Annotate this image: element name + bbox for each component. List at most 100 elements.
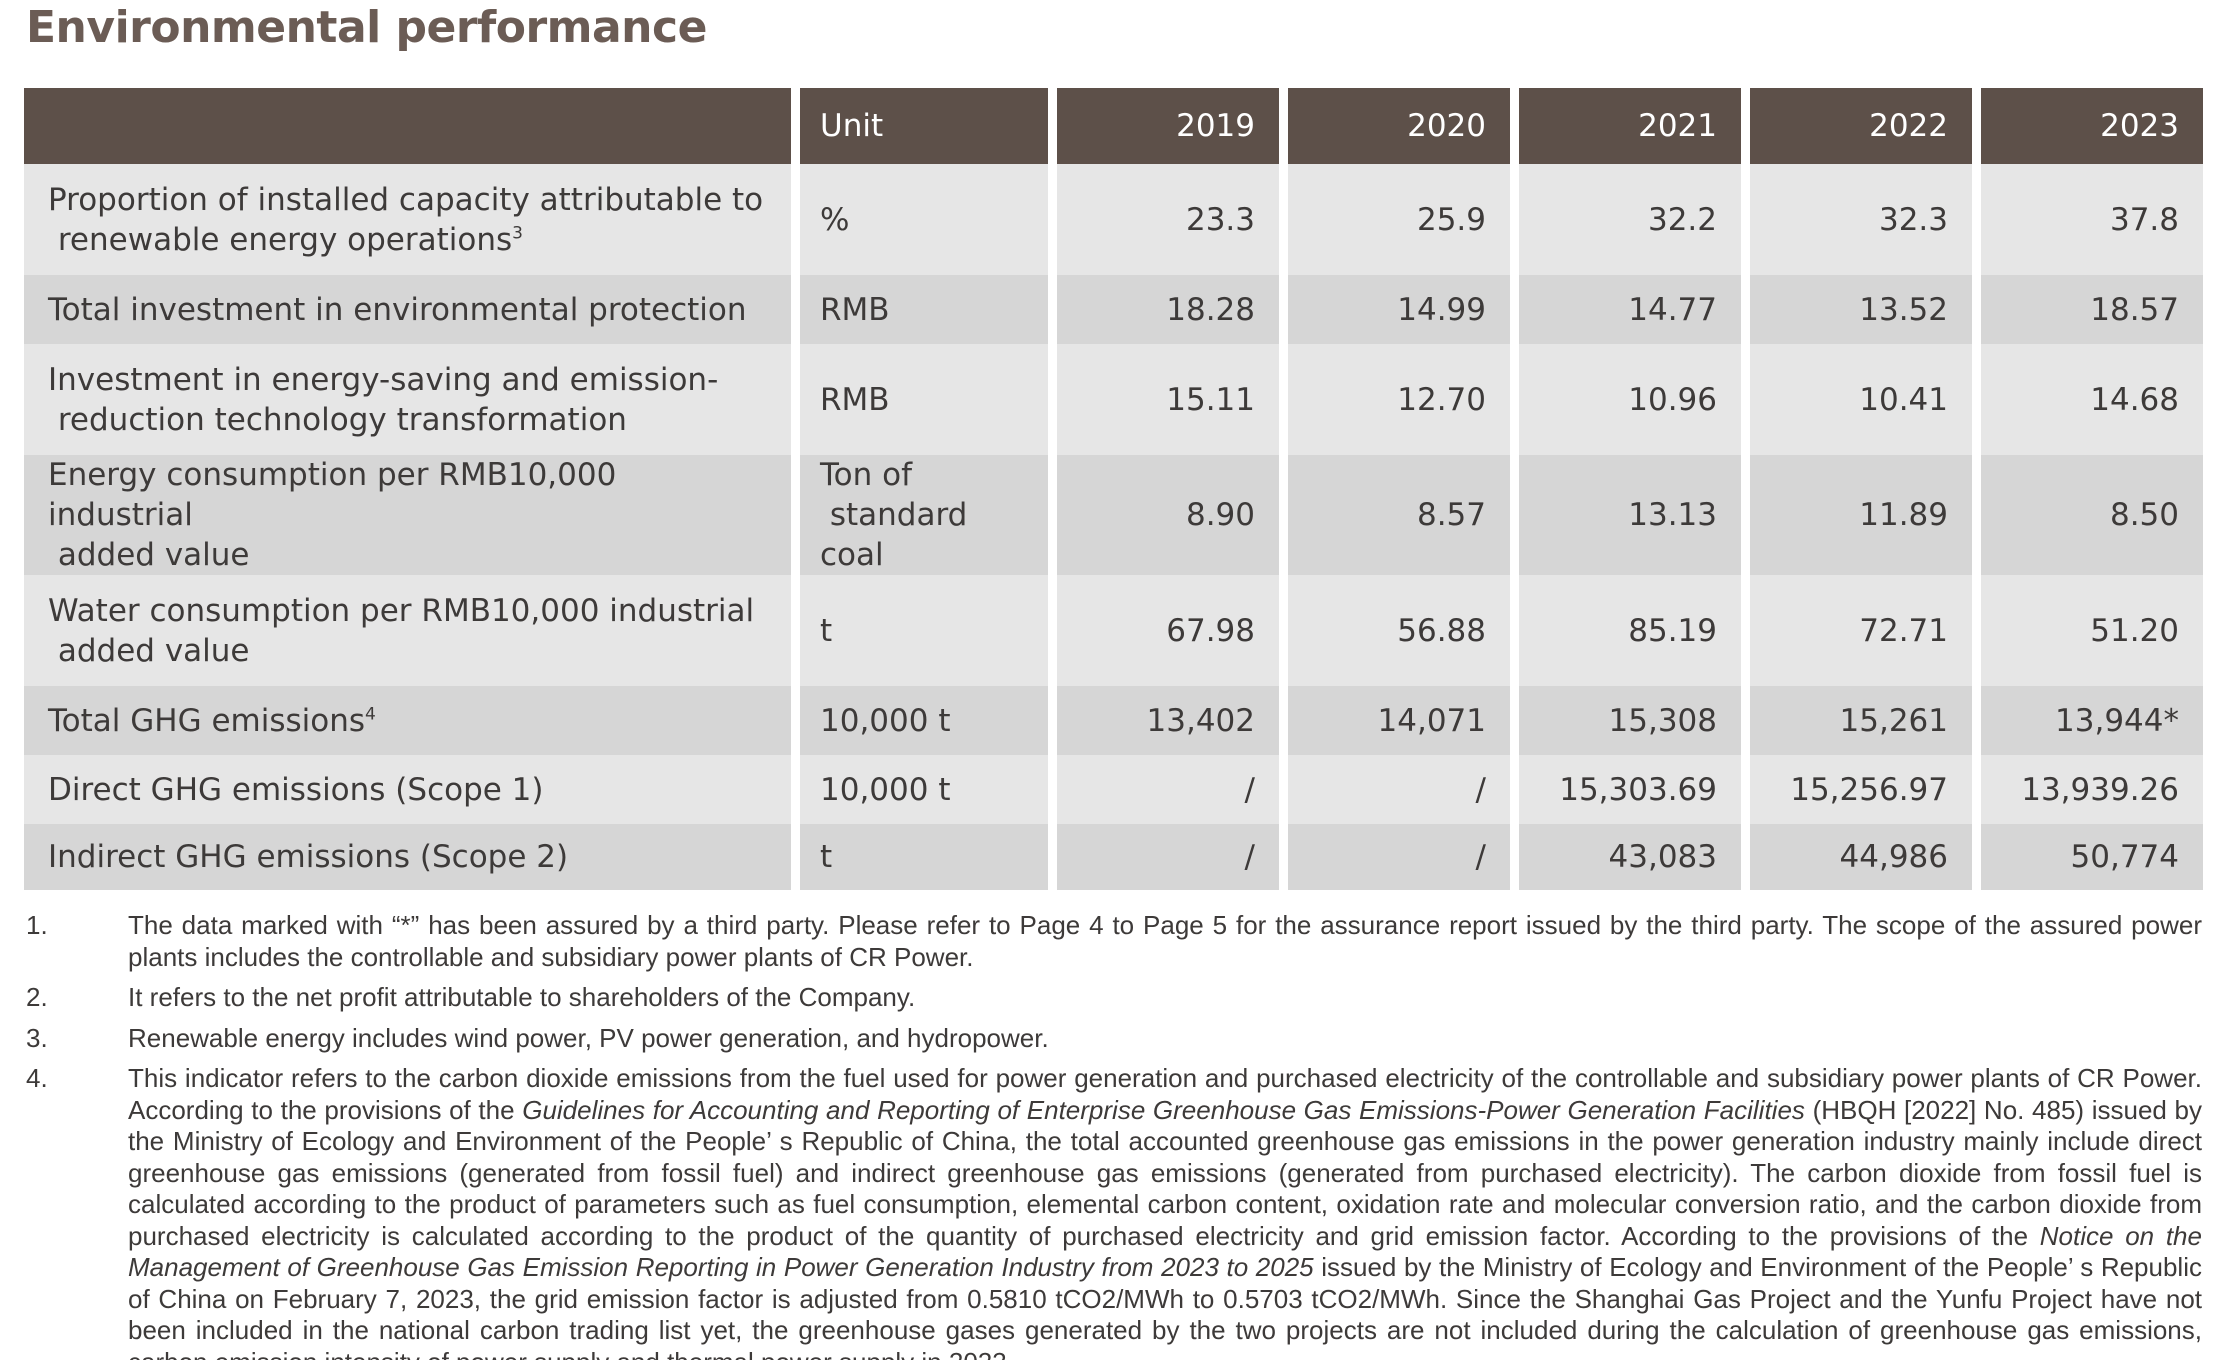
footnote-text-segment: issued by the Ministry of Ecology and En… bbox=[128, 1252, 2202, 1360]
table-header-row: Unit 2019 2020 2021 2022 2023 bbox=[24, 88, 2203, 164]
value-cell: 13.52 bbox=[1750, 275, 1972, 344]
value-cell: 8.57 bbox=[1288, 455, 1510, 575]
value-cell: 15,303.69 bbox=[1519, 755, 1741, 824]
header-year-2023: 2023 bbox=[1981, 88, 2203, 164]
unit-label: RMB bbox=[820, 291, 890, 328]
indicator-label: Total investment in environmental protec… bbox=[48, 291, 747, 328]
footnote-text-segment: The data marked with “*” has been assure… bbox=[128, 910, 2202, 972]
indicator-label-line2: reduction technology transformation bbox=[57, 401, 627, 438]
value-cell: 14,071 bbox=[1288, 686, 1510, 755]
footnote-item: 2. It refers to the net profit attributab… bbox=[26, 982, 2202, 1014]
indicator-cell: Direct GHG emissions (Scope 1) bbox=[24, 755, 791, 824]
value-cell: / bbox=[1288, 824, 1510, 890]
footnote-number: 3. bbox=[26, 1022, 48, 1053]
footnote-text-segment: This indicator refers to the carbon diox… bbox=[128, 1063, 2202, 1125]
footnote-item: 3. Renewable energy includes wind power, … bbox=[26, 1023, 2202, 1055]
footnote-text: It refers to the net profit attributable… bbox=[128, 982, 2202, 1014]
indicator-label-line2: added value bbox=[57, 537, 250, 573]
value-cell: 15,256.97 bbox=[1750, 755, 1972, 824]
value-cell: 14.99 bbox=[1288, 275, 1510, 344]
value-cell: 50,774 bbox=[1981, 824, 2203, 890]
value-cell: 15.11 bbox=[1057, 344, 1279, 455]
footnote-marker: 3 bbox=[512, 223, 523, 244]
unit-cell: RMB bbox=[800, 344, 1048, 455]
unit-label: t bbox=[820, 612, 833, 649]
page-title: Environmental performance bbox=[26, 2, 707, 53]
header-indicator bbox=[24, 88, 791, 164]
value-cell: 56.88 bbox=[1288, 575, 1510, 686]
indicator-cell: Proportion of installed capacity attribu… bbox=[24, 164, 791, 275]
table-row: Energy consumption per RMB10,000 industr… bbox=[24, 455, 2203, 575]
indicator-cell: Total GHG emissions4 bbox=[24, 686, 791, 755]
value-cell: 25.9 bbox=[1288, 164, 1510, 275]
value-cell: 44,986 bbox=[1750, 824, 1972, 890]
footnote-text-segment: Renewable energy includes wind power, PV… bbox=[128, 1022, 1049, 1053]
unit-cell: % bbox=[800, 164, 1048, 275]
unit-label: 10,000 t bbox=[820, 702, 951, 739]
value-cell: 15,308 bbox=[1519, 686, 1741, 755]
value-cell: 85.19 bbox=[1519, 575, 1741, 686]
header-year-2021: 2021 bbox=[1519, 88, 1741, 164]
value-cell: / bbox=[1057, 824, 1279, 890]
table-row: Indirect GHG emissions (Scope 2) t //43,08… bbox=[24, 824, 2203, 890]
header-year-2022: 2022 bbox=[1750, 88, 1972, 164]
unit-cell: 10,000 t bbox=[800, 686, 1048, 755]
unit-label: % bbox=[820, 201, 850, 238]
indicator-cell: Water consumption per RMB10,000 industri… bbox=[24, 575, 791, 686]
table-row: Direct GHG emissions (Scope 1) 10,000 t / /… bbox=[24, 755, 2203, 824]
table-row: Water consumption per RMB10,000 industri… bbox=[24, 575, 2203, 686]
indicator-label: Energy consumption per RMB10,000 industr… bbox=[48, 457, 617, 533]
value-cell: 10.41 bbox=[1750, 344, 1972, 455]
value-cell: 13,402 bbox=[1057, 686, 1279, 755]
table-row: Proportion of installed capacity attribu… bbox=[24, 164, 2203, 275]
indicator-label: Water consumption per RMB10,000 industri… bbox=[48, 592, 755, 629]
value-cell: 13,939.26 bbox=[1981, 755, 2203, 824]
unit-label: 10,000 t bbox=[820, 771, 951, 808]
value-cell: 72.71 bbox=[1750, 575, 1972, 686]
table-row: Total GHG emissions4 10,000 t 13,402 14,071… bbox=[24, 686, 2203, 755]
value-cell: 12.70 bbox=[1288, 344, 1510, 455]
value-cell: 13.13 bbox=[1519, 455, 1741, 575]
indicator-label: Proportion of installed capacity attribu… bbox=[48, 181, 764, 218]
value-cell: 18.57 bbox=[1981, 275, 2203, 344]
value-cell: 8.50 bbox=[1981, 455, 2203, 575]
unit-cell: t bbox=[800, 575, 1048, 686]
footnote-marker: 4 bbox=[365, 704, 376, 725]
value-cell: 13,944* bbox=[1981, 686, 2203, 755]
footnote-number: 4. bbox=[26, 1063, 48, 1093]
footnote-text: This indicator refers to the carbon diox… bbox=[128, 1063, 2202, 1360]
indicator-cell: Total investment in environmental protec… bbox=[24, 275, 791, 344]
indicator-cell: Investment in energy-saving and emission… bbox=[24, 344, 791, 455]
unit-label: Ton of bbox=[820, 457, 913, 493]
unit-cell: 10,000 t bbox=[800, 755, 1048, 824]
value-cell: 32.3 bbox=[1750, 164, 1972, 275]
indicator-label-line2: renewable energy operations bbox=[57, 221, 513, 258]
unit-label: RMB bbox=[820, 381, 890, 418]
value-cell: 8.90 bbox=[1057, 455, 1279, 575]
value-cell: 37.8 bbox=[1981, 164, 2203, 275]
value-cell: 15,261 bbox=[1750, 686, 1972, 755]
indicator-cell: Indirect GHG emissions (Scope 2) bbox=[24, 824, 791, 890]
unit-cell: Ton of standard coal bbox=[800, 455, 1048, 575]
value-cell: / bbox=[1057, 755, 1279, 824]
cited-document-title: Notice on the Management of Greenhouse G… bbox=[128, 1220, 2202, 1283]
value-cell: 51.20 bbox=[1981, 575, 2203, 686]
indicator-label: Total GHG emissions bbox=[48, 702, 366, 739]
value-cell: 23.3 bbox=[1057, 164, 1279, 275]
unit-cell: t bbox=[800, 824, 1048, 890]
footnote-text: The data marked with “*” has been assure… bbox=[128, 910, 2202, 973]
footnote-text: Renewable energy includes wind power, PV… bbox=[128, 1023, 2202, 1055]
header-year-2020: 2020 bbox=[1288, 88, 1510, 164]
indicator-label: Indirect GHG emissions (Scope 2) bbox=[48, 839, 569, 875]
footnote-text-segment: It refers to the net profit attributable… bbox=[128, 982, 916, 1012]
value-cell: 67.98 bbox=[1057, 575, 1279, 686]
value-cell: 43,083 bbox=[1519, 824, 1741, 890]
indicator-cell: Energy consumption per RMB10,000 industr… bbox=[24, 455, 791, 575]
value-cell: 14.77 bbox=[1519, 275, 1741, 344]
cited-document-title: Guidelines for Accounting and Reporting … bbox=[522, 1094, 1805, 1125]
footnote-text-segment: (HBQH [2022] No. 485) issued by the Mini… bbox=[128, 1094, 2202, 1251]
value-cell: 11.89 bbox=[1750, 455, 1972, 575]
value-cell: 10.96 bbox=[1519, 344, 1741, 455]
footnote-number: 1. bbox=[26, 910, 48, 940]
environmental-performance-table: Unit 2019 2020 2021 2022 2023 Proportion… bbox=[15, 88, 2212, 890]
